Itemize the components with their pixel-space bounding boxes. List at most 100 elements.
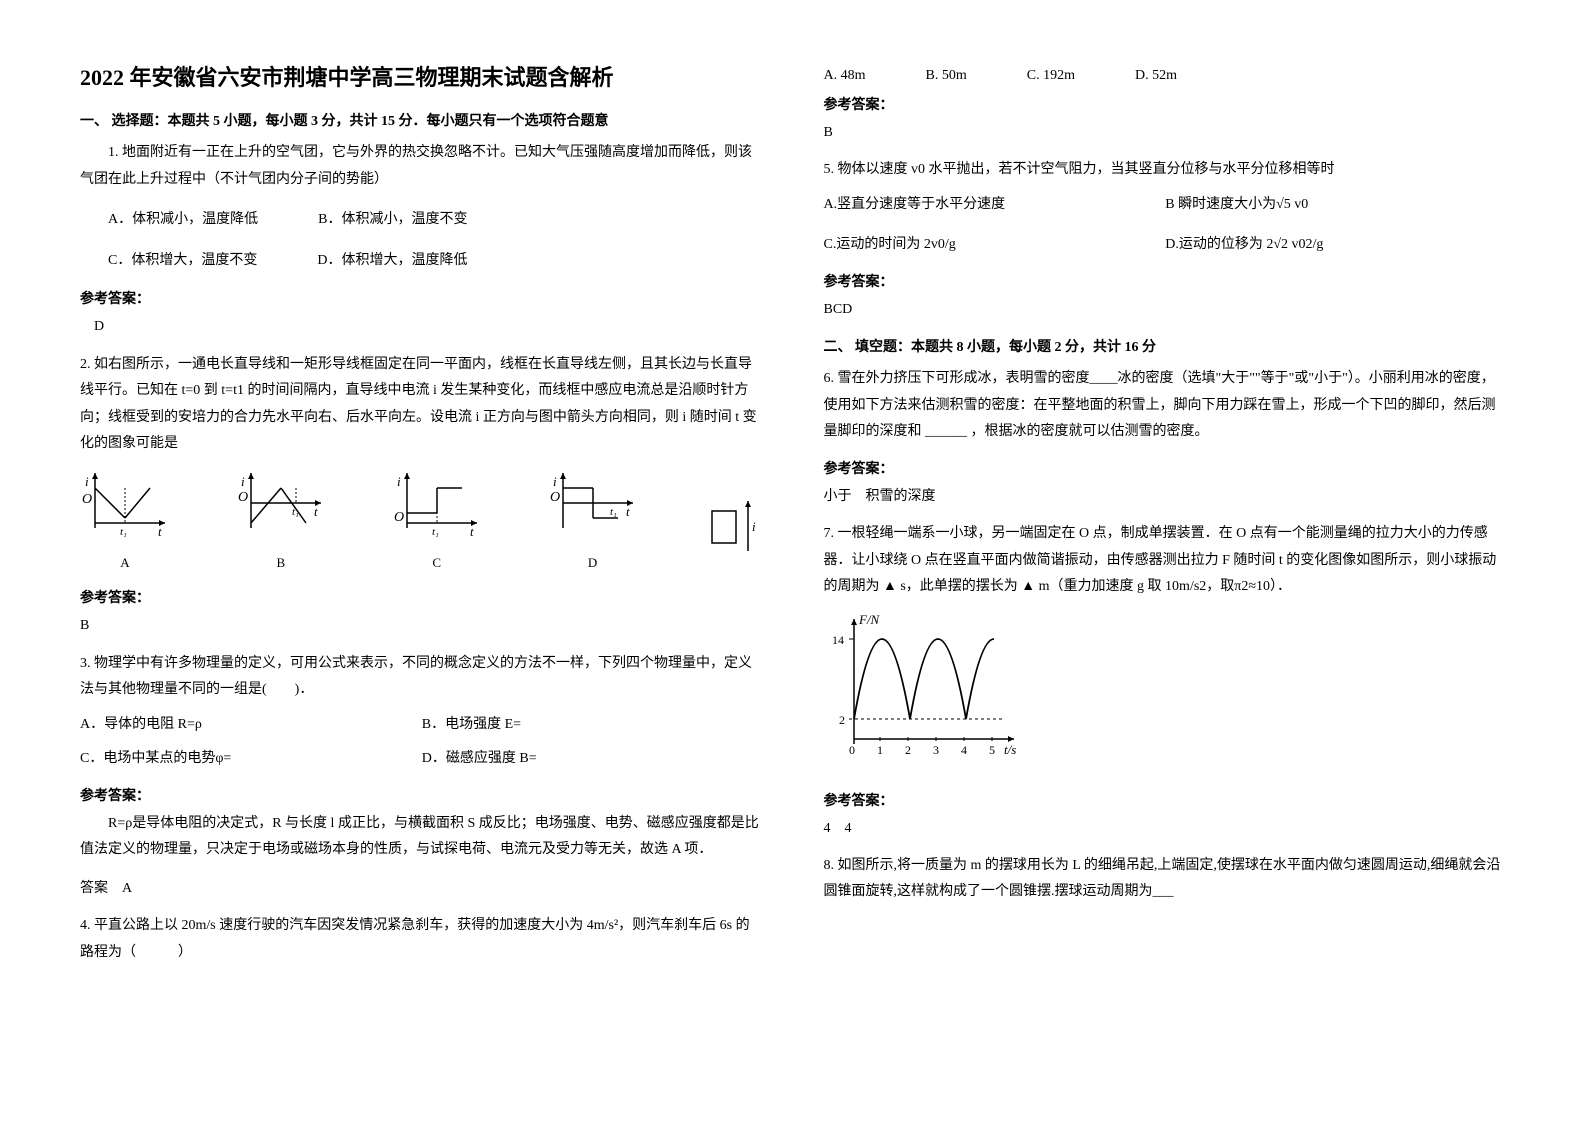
- q7-text: 7. 一根轻绳一端系一小球，另一端固定在 O 点，制成单摆装置．在 O 点有一个…: [824, 521, 1508, 601]
- q1-opts-row2: C．体积增大，温度不变 D．体积增大，温度降低: [80, 248, 764, 275]
- q6-answer: 小于 积雪的深度: [824, 484, 1508, 509]
- q3-answer-label: 参考答案：: [80, 785, 764, 805]
- q7-ylabel: F/N: [858, 612, 881, 627]
- question-2: 2. 如右图所示，一通电长直导线和一矩形导线框固定在同一平面内，线框在长直导线左…: [80, 352, 764, 576]
- q7-answer: 4 4: [824, 816, 1508, 841]
- left-column: 2022 年安徽省六安市荆塘中学高三物理期末试题含解析 一、 选择题：本题共 5…: [50, 60, 794, 978]
- svg-text:0: 0: [849, 743, 855, 757]
- svg-text:t: t: [314, 504, 318, 519]
- q3-optA: A．导体的电阻 R=ρ: [80, 712, 422, 739]
- q4-options: A. 48m B. 50m C. 192m D. 52m: [824, 68, 1508, 84]
- q5-optD: D.运动的位移为 2√2 v02/g: [1165, 232, 1507, 259]
- svg-text:3: 3: [933, 743, 939, 757]
- svg-text:t: t: [158, 524, 162, 538]
- question-3: 3. 物理学中有许多物理量的定义，可用公式来表示，不同的概念定义的方法不一样，下…: [80, 651, 764, 773]
- graph-D-svg: i t O t₁: [548, 468, 638, 538]
- q4-text: 4. 平直公路上以 20m/s 速度行驶的汽车因突发情况紧急刹车，获得的加速度大…: [80, 913, 764, 966]
- q3-optB: B．电场强度 E=: [422, 712, 764, 739]
- q1-opts-row1: A．体积减小，温度降低 B．体积减小，温度不变: [80, 207, 764, 234]
- q3-optD: D．磁感应强度 B=: [422, 746, 764, 773]
- q2-labD: D: [548, 551, 638, 576]
- q7-xlabel: t/s: [1004, 742, 1016, 757]
- svg-text:O: O: [82, 492, 92, 507]
- svg-text:t₁: t₁: [292, 506, 299, 518]
- question-7: 7. 一根轻绳一端系一小球，另一端固定在 O 点，制成单摆装置．在 O 点有一个…: [824, 521, 1508, 777]
- q2-rect-figure: i: [704, 493, 764, 576]
- svg-text:O: O: [550, 490, 560, 505]
- q5-answer-label: 参考答案：: [824, 271, 1508, 291]
- right-column: A. 48m B. 50m C. 192m D. 52m 参考答案： B 5. …: [794, 60, 1538, 978]
- q4-optC: C. 192m: [1027, 68, 1075, 84]
- q4-answer-label: 参考答案：: [824, 94, 1508, 114]
- q3-text: 3. 物理学中有许多物理量的定义，可用公式来表示，不同的概念定义的方法不一样，下…: [80, 651, 764, 704]
- question-4: 4. 平直公路上以 20m/s 速度行驶的汽车因突发情况紧急刹车，获得的加速度大…: [80, 913, 764, 966]
- q5-optB: B 瞬时速度大小为√5 v0: [1165, 192, 1507, 219]
- q5-opts-row1: A.竖直分速度等于水平分速度 B 瞬时速度大小为√5 v0: [824, 192, 1508, 219]
- q4-answer: B: [824, 120, 1508, 145]
- svg-text:4: 4: [961, 743, 967, 757]
- svg-text:5: 5: [989, 743, 995, 757]
- q1-optB: B．体积减小，温度不变: [318, 207, 467, 234]
- q4-optB: B. 50m: [926, 68, 967, 84]
- q6-text: 6. 雪在外力挤压下可形成冰，表明雪的密度____冰的密度（选填"大于""等于"…: [824, 366, 1508, 446]
- q3-optC: C．电场中某点的电势φ=: [80, 746, 422, 773]
- q5-optA: A.竖直分速度等于水平分速度: [824, 192, 1166, 219]
- question-6: 6. 雪在外力挤压下可形成冰，表明雪的密度____冰的密度（选填"大于""等于"…: [824, 366, 1508, 446]
- svg-text:i: i: [553, 474, 557, 489]
- section2-heading: 二、 填空题：本题共 8 小题，每小题 2 分，共计 16 分: [824, 336, 1508, 356]
- svg-text:i: i: [397, 474, 401, 489]
- svg-text:O: O: [394, 510, 404, 525]
- svg-text:i: i: [85, 474, 89, 489]
- q3-opts-row1: A．导体的电阻 R=ρ B．电场强度 E=: [80, 712, 764, 739]
- q2-labA: A: [80, 551, 170, 576]
- q5-optC: C.运动的时间为 2v0/g: [824, 232, 1166, 259]
- rect-wire-svg: i: [704, 493, 764, 563]
- graph-B-svg: i t O t₁: [236, 468, 326, 538]
- q2-answer: B: [80, 613, 764, 638]
- question-8: 8. 如图所示,将一质量为 m 的摆球用长为 L 的细绳吊起,上端固定,使摆球在…: [824, 853, 1508, 906]
- q8-text: 8. 如图所示,将一质量为 m 的摆球用长为 L 的细绳吊起,上端固定,使摆球在…: [824, 853, 1508, 906]
- svg-text:t₁: t₁: [610, 506, 617, 518]
- page-title: 2022 年安徽省六安市荆塘中学高三物理期末试题含解析: [80, 60, 764, 92]
- svg-text:1: 1: [877, 743, 883, 757]
- q3-final-answer: 答案 A: [80, 876, 764, 901]
- svg-text:O: O: [238, 490, 248, 505]
- q2-graph-D: i t O t₁ D: [548, 468, 638, 575]
- question-1: 1. 地面附近有一正在上升的空气团，它与外界的热交换忽略不计。已知大气压强随高度…: [80, 140, 764, 274]
- q2-graphs: i t O t₁ A i t O: [80, 468, 764, 575]
- q1-text: 1. 地面附近有一正在上升的空气团，它与外界的热交换忽略不计。已知大气压强随高度…: [80, 140, 764, 193]
- q2-text: 2. 如右图所示，一通电长直导线和一矩形导线框固定在同一平面内，线框在长直导线左…: [80, 352, 764, 458]
- q1-optD: D．体积增大，温度降低: [317, 248, 467, 275]
- svg-text:14: 14: [832, 633, 844, 647]
- q5-opts-row2: C.运动的时间为 2v0/g D.运动的位移为 2√2 v02/g: [824, 232, 1508, 259]
- svg-text:t: t: [470, 524, 474, 538]
- question-5: 5. 物体以速度 v0 水平抛出，若不计空气阻力，当其竖直分位移与水平分位移相等…: [824, 157, 1508, 259]
- q2-labB: B: [236, 551, 326, 576]
- q7-chart-svg: F/N t/s 14 2 0 1 2 3 4 5: [824, 609, 1024, 759]
- graph-C-svg: i t O t₁: [392, 468, 482, 538]
- q6-answer-label: 参考答案：: [824, 458, 1508, 478]
- svg-text:i: i: [752, 519, 756, 534]
- q4-optD: D. 52m: [1135, 68, 1177, 84]
- q2-labC: C: [392, 551, 482, 576]
- q2-graph-C: i t O t₁ C: [392, 468, 482, 575]
- graph-A-svg: i t O t₁: [80, 468, 170, 538]
- svg-text:2: 2: [905, 743, 911, 757]
- q7-answer-label: 参考答案：: [824, 790, 1508, 810]
- q4-optA: A. 48m: [824, 68, 866, 84]
- svg-text:t₁: t₁: [120, 526, 127, 538]
- q2-answer-label: 参考答案：: [80, 587, 764, 607]
- q1-answer-label: 参考答案：: [80, 288, 764, 308]
- svg-text:i: i: [241, 474, 245, 489]
- svg-text:t₁: t₁: [432, 526, 439, 538]
- q1-optC: C．体积增大，温度不变: [108, 248, 257, 275]
- section1-heading: 一、 选择题：本题共 5 小题，每小题 3 分，共计 15 分．每小题只有一个选…: [80, 110, 764, 130]
- q2-graph-B: i t O t₁ B: [236, 468, 326, 575]
- q3-explanation: R=ρ是导体电阻的决定式，R 与长度 l 成正比，与横截面积 S 成反比；电场强…: [80, 811, 764, 864]
- q1-answer: D: [80, 314, 764, 339]
- q3-opts-row2: C．电场中某点的电势φ= D．磁感应强度 B=: [80, 746, 764, 773]
- q5-answer: BCD: [824, 297, 1508, 322]
- svg-text:t: t: [626, 504, 630, 519]
- q1-optA: A．体积减小，温度降低: [108, 207, 258, 234]
- svg-text:2: 2: [839, 713, 845, 727]
